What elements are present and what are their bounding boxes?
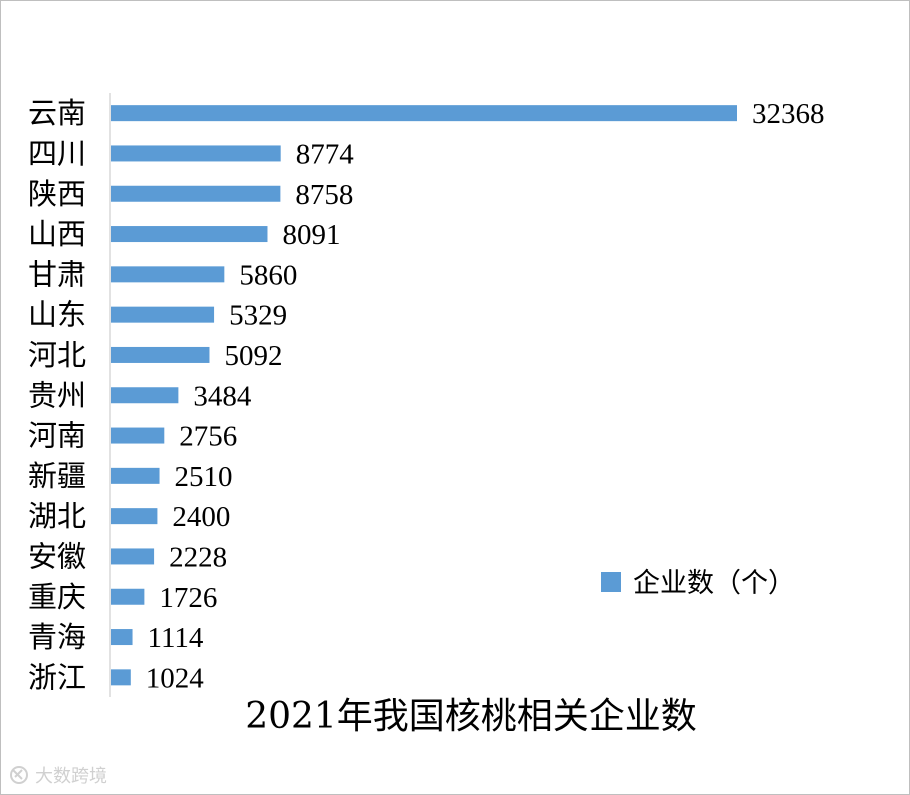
bar [111, 346, 210, 363]
data-label: 2756 [179, 421, 237, 453]
category-label: 湖北 [28, 499, 86, 533]
bar [111, 387, 179, 404]
category-label: 浙江 [28, 660, 86, 694]
category-label: 贵州 [28, 378, 86, 412]
data-label: 2400 [172, 501, 230, 533]
bar [111, 548, 155, 565]
watermark: 大数跨境 [10, 766, 107, 787]
data-labels: 32368 8774 8758 8091 5860 5329 5092 3484 2756 251… [146, 98, 825, 694]
watermark-text: 大数跨境 [35, 766, 107, 787]
data-label: 5329 [229, 300, 287, 332]
category-label: 新疆 [28, 459, 86, 493]
legend-label: 企业数（个） [633, 568, 795, 599]
legend-swatch [601, 572, 621, 592]
category-label: 甘肃 [28, 257, 86, 291]
category-label: 四川 [28, 136, 86, 170]
category-label: 青海 [28, 620, 86, 654]
data-label: 8091 [282, 219, 340, 251]
category-label: 河南 [28, 419, 86, 453]
data-label: 5860 [239, 259, 297, 291]
bar [111, 226, 268, 243]
bar [111, 629, 133, 646]
bar [111, 185, 281, 202]
data-label: 8774 [296, 138, 355, 170]
bar [111, 266, 225, 283]
data-label: 8758 [295, 179, 353, 211]
chart-title: 2021年我国核桃相关企业数 [245, 696, 697, 737]
category-label: 山东 [28, 298, 86, 332]
data-label: 1024 [146, 662, 205, 694]
category-label: 重庆 [28, 580, 86, 614]
bar [111, 669, 131, 686]
bars-layer [111, 105, 737, 686]
bar [111, 588, 145, 605]
data-label: 5092 [224, 340, 282, 372]
watermark-logo-icon [10, 766, 28, 784]
category-label: 陕西 [28, 177, 86, 211]
bar [111, 105, 737, 122]
data-label: 2228 [169, 541, 227, 573]
category-label: 安徽 [28, 539, 86, 573]
category-label: 山西 [28, 217, 86, 251]
bar [111, 306, 215, 323]
category-label: 河北 [28, 338, 86, 372]
data-label: 1114 [148, 622, 204, 654]
data-label: 1726 [159, 582, 217, 614]
bar [111, 508, 158, 525]
category-label: 云南 [28, 96, 86, 130]
bar [111, 145, 281, 162]
data-label: 32368 [752, 98, 825, 130]
bar [111, 467, 160, 484]
data-label: 2510 [175, 461, 233, 493]
bar [111, 427, 165, 444]
data-label: 3484 [193, 380, 252, 412]
